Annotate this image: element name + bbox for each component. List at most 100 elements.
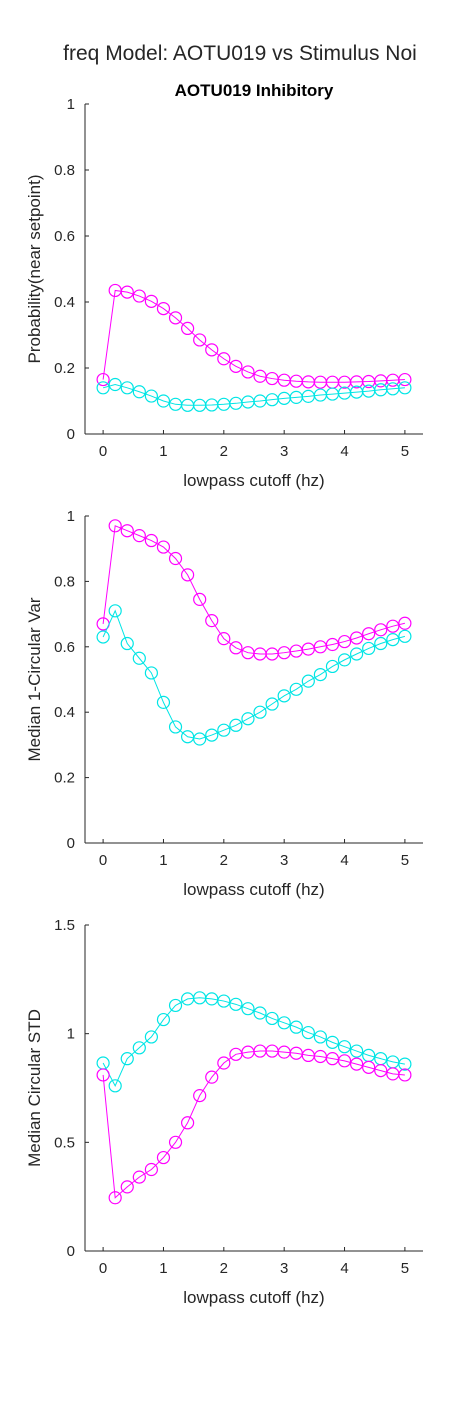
series-magenta (96, 519, 412, 661)
y-tick-label: 0.4 (54, 704, 75, 721)
data-point (350, 631, 364, 645)
data-point (144, 294, 158, 308)
data-point (193, 592, 207, 606)
data-point (156, 1012, 171, 1027)
data-point (156, 394, 171, 408)
panel-2: 0 1 2 3 4 5 0 0.2 0.4 0.6 0.8 1 lowpass cutoff (hz) M… (25, 508, 423, 899)
data-point (374, 636, 388, 651)
data-point (168, 998, 183, 1013)
data-point (120, 285, 134, 299)
x-tick-label: 0 (99, 852, 107, 869)
data-point (277, 689, 291, 703)
x-tick-label: 2 (220, 1260, 228, 1277)
y-tick-label: 1 (67, 508, 75, 525)
data-point (253, 705, 267, 719)
data-point (144, 1030, 158, 1044)
y-tick-label: 0.6 (54, 639, 75, 656)
data-point (229, 997, 243, 1011)
data-point (205, 728, 219, 742)
data-point (362, 627, 376, 641)
data-point (313, 667, 327, 682)
y-axis-label: Probability(near setpoint) (25, 175, 44, 364)
data-point (132, 1041, 146, 1055)
data-point (398, 381, 412, 395)
data-point (253, 1006, 267, 1020)
y-tick-label: 0.8 (54, 573, 75, 590)
data-point (168, 1135, 183, 1149)
data-point (156, 302, 171, 316)
data-point (398, 629, 412, 643)
data-point (181, 1116, 195, 1130)
data-point (398, 1068, 412, 1082)
data-point (144, 1162, 158, 1177)
x-tick-label: 5 (401, 1260, 409, 1277)
data-point (108, 1191, 122, 1205)
data-point (301, 1025, 315, 1040)
data-point (168, 720, 183, 734)
x-tick-label: 3 (280, 852, 288, 869)
data-point (229, 718, 243, 732)
series-line (102, 289, 405, 383)
data-point (144, 533, 158, 548)
data-point (217, 352, 231, 366)
x-tick-label: 1 (159, 852, 167, 869)
series-magenta (96, 1044, 412, 1205)
y-tick-label: 0.4 (54, 294, 75, 311)
y-tick-label: 0 (67, 835, 75, 852)
chart-title: AOTU019 Inhibitory (175, 81, 334, 100)
panels: 0 1 2 3 4 5 0 0.2 0.4 0.6 0.8 1 lowpass cutoff (hz) P… (25, 81, 423, 1307)
series-line (102, 1050, 405, 1199)
data-point (120, 636, 134, 651)
data-point (277, 1016, 291, 1030)
data-point (241, 365, 255, 379)
x-tick-label: 2 (220, 852, 228, 869)
data-point (241, 712, 255, 726)
data-point (386, 633, 400, 647)
x-tick-label: 4 (340, 1260, 348, 1277)
x-tick-label: 5 (401, 852, 409, 869)
x-tick-label: 3 (280, 443, 288, 460)
data-point (193, 333, 207, 347)
y-tick-label: 0.2 (54, 770, 75, 787)
data-point (362, 1060, 376, 1074)
data-point (168, 311, 183, 325)
data-point (350, 647, 364, 661)
data-point (337, 634, 352, 649)
data-point (229, 641, 243, 655)
data-point (265, 697, 279, 711)
x-tick-label: 4 (340, 443, 348, 460)
data-point (313, 1030, 327, 1044)
data-point (193, 1089, 207, 1103)
y-tick-label: 1.5 (54, 917, 75, 934)
data-point (398, 372, 412, 387)
data-point (181, 568, 195, 582)
y-tick-label: 0.8 (54, 162, 75, 179)
data-point (96, 381, 110, 395)
data-point (193, 732, 207, 746)
data-point (398, 616, 412, 630)
x-tick-label: 3 (280, 1260, 288, 1277)
series-cyan (96, 991, 412, 1093)
data-point (108, 604, 122, 618)
data-point (96, 630, 110, 644)
data-point (217, 723, 231, 737)
data-point (96, 372, 110, 387)
data-point (108, 377, 122, 392)
data-point (325, 1035, 340, 1049)
x-tick-label: 5 (401, 443, 409, 460)
y-tick-label: 1 (67, 1026, 75, 1043)
y-axis-label: Median Circular STD (25, 1009, 44, 1167)
panel-3: 0 1 2 3 4 5 0 0.5 1 1.5 lowpass cutoff (hz) Median … (25, 917, 423, 1307)
data-point (217, 994, 231, 1008)
data-point (350, 1057, 364, 1071)
data-point (108, 519, 122, 533)
data-point (205, 614, 219, 628)
x-axis-label: lowpass cutoff (hz) (183, 1288, 324, 1307)
data-point (120, 381, 134, 395)
x-tick-label: 1 (159, 1260, 167, 1277)
data-point (374, 623, 388, 637)
data-point (144, 666, 158, 680)
x-tick-label: 4 (340, 852, 348, 869)
x-tick-label: 1 (159, 443, 167, 460)
y-tick-label: 0.2 (54, 360, 75, 377)
